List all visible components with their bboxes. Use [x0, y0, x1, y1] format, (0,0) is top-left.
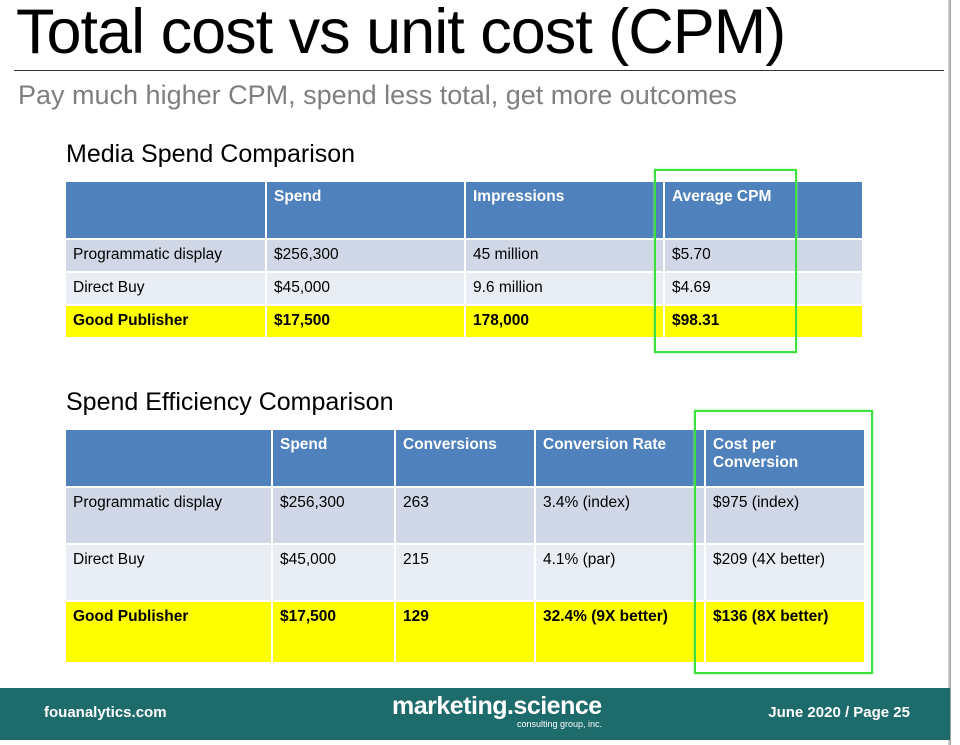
cell: 129: [396, 602, 534, 662]
row: Good Publisher $17,500 129 32.4% (9X better…: [66, 602, 864, 662]
cell: $256,300: [273, 488, 394, 543]
cell: 9.6 million: [466, 273, 663, 304]
row-label: Direct Buy: [66, 273, 265, 304]
row: Programmatic display $256,300 45 million $5…: [66, 240, 862, 271]
cell: $136 (8X better): [706, 602, 864, 662]
subtitle: Pay much higher CPM, spend less total, g…: [18, 80, 737, 110]
row: Direct Buy $45,000 9.6 million $4.69: [66, 273, 862, 304]
page-edge: [948, 0, 951, 745]
title: Total cost vs unit cost (CPM): [16, 0, 786, 67]
header-cell: [66, 430, 271, 486]
cell: $98.31: [665, 306, 862, 337]
row: Direct Buy $45,000 215 4.1% (par) $209 (4X b…: [66, 545, 864, 600]
row-label: Direct Buy: [66, 545, 271, 600]
row-label: Programmatic display: [66, 488, 271, 543]
row: Good Publisher $17,500 178,000 $98.31: [66, 306, 862, 337]
header-cell: Spend: [267, 182, 464, 238]
cell: 263: [396, 488, 534, 543]
cell: $975 (index): [706, 488, 864, 543]
cell: 4.1% (par): [536, 545, 704, 600]
header-cell: Conversion Rate: [536, 430, 704, 486]
cell: $17,500: [267, 306, 464, 337]
header-cell: Average CPM: [665, 182, 862, 238]
logo: marketing.science: [392, 692, 602, 720]
table: Spend Impressions Average CPM Programmatic …: [64, 180, 864, 339]
header-cell: [66, 182, 265, 238]
header-cell: Impressions: [466, 182, 663, 238]
footer-left: fouanalytics.com: [44, 704, 167, 721]
cell: $17,500: [273, 602, 394, 662]
highlight-box: [694, 410, 873, 674]
cell: $45,000: [273, 545, 394, 600]
header-cell: Cost per Conversion: [706, 430, 864, 486]
cell: $4.69: [665, 273, 862, 304]
title-rule: [14, 70, 944, 71]
footer-right: June 2020 / Page 25: [768, 704, 910, 721]
row-label: Programmatic display: [66, 240, 265, 271]
cell: 215: [396, 545, 534, 600]
cell: $256,300: [267, 240, 464, 271]
cell: 178,000: [466, 306, 663, 337]
row-label: Good Publisher: [66, 602, 271, 662]
cell: 45 million: [466, 240, 663, 271]
table-title: Spend Efficiency Comparison: [66, 388, 394, 416]
cell: $45,000: [267, 273, 464, 304]
row: Programmatic display $256,300 263 3.4% (ind…: [66, 488, 864, 543]
header-row: Spend Impressions Average CPM: [66, 182, 862, 238]
table-title: Media Spend Comparison: [66, 140, 356, 168]
row-label: Good Publisher: [66, 306, 265, 337]
cell: 32.4% (9X better): [536, 602, 704, 662]
header-row: Spend Conversions Conversion Rate Cost per …: [66, 430, 864, 486]
table: Spend Conversions Conversion Rate Cost per …: [64, 428, 866, 664]
highlight-box: [654, 169, 797, 353]
logo-sub: consulting group, inc.: [517, 719, 603, 729]
footer: fouanalytics.com marketing.science consu…: [0, 688, 950, 740]
header-cell: Spend: [273, 430, 394, 486]
cell: $209 (4X better): [706, 545, 864, 600]
cell: 3.4% (index): [536, 488, 704, 543]
header-cell: Conversions: [396, 430, 534, 486]
cell: $5.70: [665, 240, 862, 271]
